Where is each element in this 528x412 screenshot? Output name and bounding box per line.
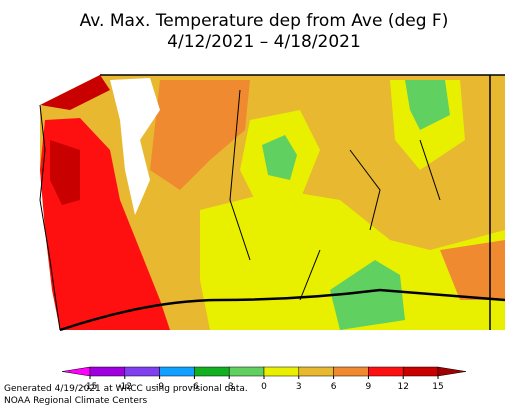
- colorbar-segment: [368, 366, 404, 377]
- colorbar-segment: [194, 366, 230, 377]
- colorbar-tick-label: 6: [331, 382, 337, 392]
- map: [24, 74, 506, 332]
- colorbar-tick-label: -12: [117, 382, 132, 392]
- footer-line: NOAA Regional Climate Centers: [4, 396, 148, 406]
- colorbar-arrow-left: [61, 366, 91, 377]
- colorbar-segment: [89, 366, 126, 377]
- colorbar-tick-label: 12: [397, 382, 408, 392]
- colorbar-tick-label: 15: [432, 382, 443, 392]
- colorbar-segment: [263, 366, 300, 377]
- colorbar-tick-label: -3: [225, 382, 234, 392]
- colorbar-segment: [124, 366, 160, 377]
- region-green-ne: [405, 80, 450, 130]
- colorbar-tick-label: -9: [155, 382, 164, 392]
- colorbar-tick-label: 9: [366, 382, 372, 392]
- colorbar-tick-label: -6: [190, 382, 199, 392]
- subtitle: 4/12/2021 – 4/18/2021: [167, 32, 361, 52]
- colorbar-segment: [333, 366, 369, 377]
- region-green-se: [330, 260, 405, 330]
- ocean: [24, 75, 45, 110]
- border-lines: [100, 74, 505, 330]
- puget-sound: [110, 78, 160, 215]
- colorbar: -15 -12 -9 -6 -3 0 3 6 9 12 15: [61, 366, 467, 392]
- title: Av. Max. Temperature dep from Ave (deg F…: [80, 11, 449, 31]
- region-strait: [40, 75, 110, 110]
- region-darkred: [50, 140, 80, 205]
- colorbar-tick-label: -15: [83, 382, 98, 392]
- colorbar-tick-label: 3: [296, 382, 302, 392]
- colorbar-segment: [402, 366, 439, 377]
- region-green: [262, 135, 297, 180]
- colorbar-arrow-right: [437, 366, 467, 377]
- colorbar-tick-label: 0: [261, 382, 267, 392]
- colorbar-segment: [228, 366, 265, 377]
- region-orange-se: [440, 240, 505, 300]
- region-orange: [150, 80, 250, 190]
- colorbar-segment: [298, 366, 334, 377]
- colorbar-segment: [159, 366, 195, 377]
- footer-line: Generated 4/19/2021 at WRCC using provis…: [4, 384, 248, 394]
- state-border: [59, 288, 506, 332]
